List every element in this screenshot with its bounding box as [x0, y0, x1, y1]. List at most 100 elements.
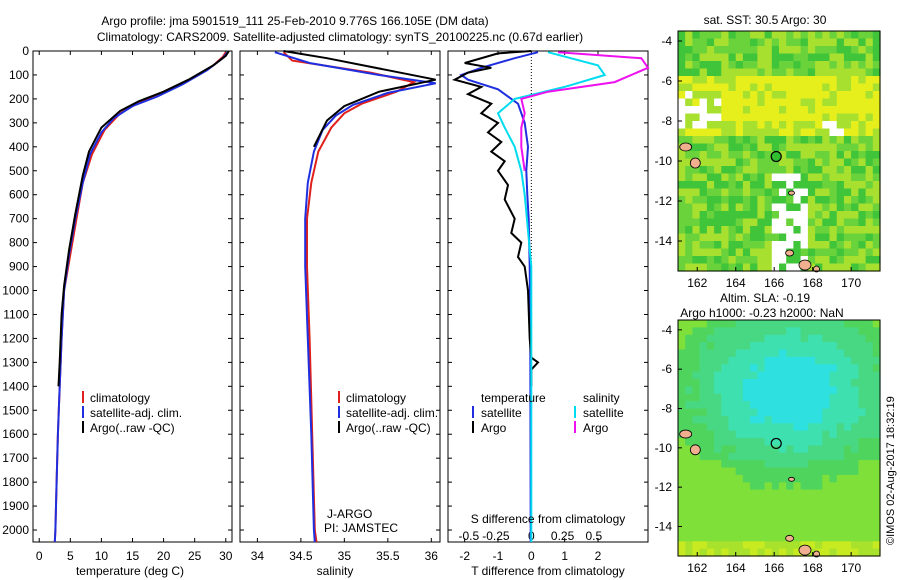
- sla_map-cell: [807, 474, 816, 483]
- sla_map-cell: [699, 408, 708, 417]
- sst_map-cell: [800, 203, 809, 212]
- sla_map-cell: [872, 334, 881, 343]
- sla_map-cell: [836, 327, 845, 336]
- sla_map-cell: [779, 482, 787, 491]
- sst_map-cell: [800, 136, 809, 145]
- pressure-tick-label: 1400: [2, 379, 29, 393]
- sla_map-cell: [851, 408, 859, 417]
- sst_map-cell: [692, 46, 701, 55]
- sst_map-cell: [836, 233, 845, 242]
- sst_map-cell: [742, 31, 751, 40]
- sla_map-cell: [706, 445, 715, 454]
- sla_map-cell: [678, 393, 686, 402]
- sst_map-cell: [800, 218, 809, 227]
- difference-xtick-label: -2: [459, 549, 470, 563]
- sla_map-cell: [706, 364, 715, 373]
- sst_map-cell: [815, 233, 823, 242]
- sla_map-cell: [742, 482, 751, 491]
- sst_map-cell: [786, 256, 794, 265]
- sst_map-cell: [685, 53, 693, 62]
- argo-location-marker: [770, 437, 782, 450]
- sst_map-cell: [865, 181, 874, 190]
- sla_map-cell: [750, 408, 758, 417]
- sst_map-cell: [735, 38, 744, 47]
- sst_map-ytick-label: -10: [655, 154, 673, 168]
- sla_map-cell: [699, 474, 708, 483]
- sla_map-cell: [771, 548, 780, 557]
- sst_map-cell: [829, 218, 838, 227]
- sla_map-cell: [836, 334, 845, 343]
- sla_map-cell: [829, 511, 838, 520]
- sla_map-cell: [872, 349, 881, 358]
- sst_map-cell: [706, 83, 715, 92]
- sla_map-cell: [851, 379, 859, 387]
- sla_map-cell: [735, 489, 744, 498]
- sst_map-cell: [757, 151, 766, 160]
- sst_map-cell: [865, 158, 874, 167]
- sla_map-cell: [678, 379, 686, 387]
- sla_map-cell: [800, 504, 809, 513]
- sst_map-cell: [728, 248, 737, 257]
- sst_map-cell: [706, 113, 715, 122]
- sla_map-cell: [843, 415, 852, 424]
- sla_map-cell: [728, 504, 737, 513]
- sla_map-cell: [822, 408, 831, 417]
- sla_map-cell: [699, 379, 708, 387]
- sst_map-cell: [779, 53, 787, 62]
- sst_map-cell: [757, 98, 766, 107]
- sst_map-cell: [685, 226, 693, 235]
- sst_map-cell: [851, 136, 859, 145]
- sla_map-cell: [706, 460, 715, 469]
- sst_map-cell: [829, 196, 838, 205]
- sst_map-cell: [786, 136, 794, 145]
- sla_map-cell: [779, 452, 787, 461]
- sla_map-cell: [685, 533, 693, 542]
- sst_map-cell: [865, 256, 874, 265]
- sla_map-cell: [800, 393, 809, 402]
- sla_map-cell: [807, 423, 816, 432]
- sla_map-cell: [699, 334, 708, 343]
- sst_map-cell: [822, 83, 831, 92]
- sst_map-cell: [699, 136, 708, 145]
- sst_map-cell: [735, 256, 744, 265]
- sst_map-cell: [699, 196, 708, 205]
- sst_map-cell: [757, 196, 766, 205]
- difference-series-sat_sal: [496, 51, 607, 542]
- sst_map-cell: [750, 166, 758, 175]
- sst_map-cell: [829, 76, 838, 85]
- sst_map-cell: [779, 31, 787, 40]
- sla_map-cell: [843, 438, 852, 446]
- sla_map-cell: [692, 386, 701, 395]
- sst_map-cell: [699, 248, 708, 257]
- sla_map-cell: [685, 482, 693, 491]
- sla_map-cell: [822, 364, 831, 373]
- sst_map-cell: [771, 121, 780, 130]
- sst_map-cell: [865, 113, 874, 122]
- sla_map-cell: [678, 386, 686, 395]
- sla_map-cell: [764, 504, 773, 513]
- sst_map-cell: [872, 218, 881, 227]
- sst_map-cell: [779, 263, 787, 272]
- sla_map-cell: [735, 460, 744, 469]
- sst_map-cell: [800, 173, 809, 182]
- sla_map-cell: [764, 526, 773, 535]
- sst_map-cell: [815, 158, 823, 167]
- sst_map-cell: [706, 241, 715, 250]
- sst_map-cell: [714, 76, 722, 85]
- sst_map-cell: [807, 173, 816, 182]
- sst_map-cell: [771, 68, 780, 77]
- sst_map-cell: [721, 263, 730, 272]
- sla_map-cell: [793, 320, 802, 328]
- sst_map-cell: [728, 76, 737, 85]
- sla_map-cell: [829, 393, 838, 402]
- sla_map-cell: [714, 423, 722, 432]
- temperature-series-argo: [57, 50, 230, 387]
- sla_map-cell: [699, 511, 708, 520]
- sla_map-cell: [872, 401, 881, 410]
- sst_map-cell: [742, 128, 751, 137]
- sst_map-cell: [800, 196, 809, 205]
- sla_map-cell: [692, 356, 701, 365]
- sst_map-cell: [757, 218, 766, 227]
- sst_map-cell: [714, 263, 722, 272]
- sla_map-cell: [685, 401, 693, 410]
